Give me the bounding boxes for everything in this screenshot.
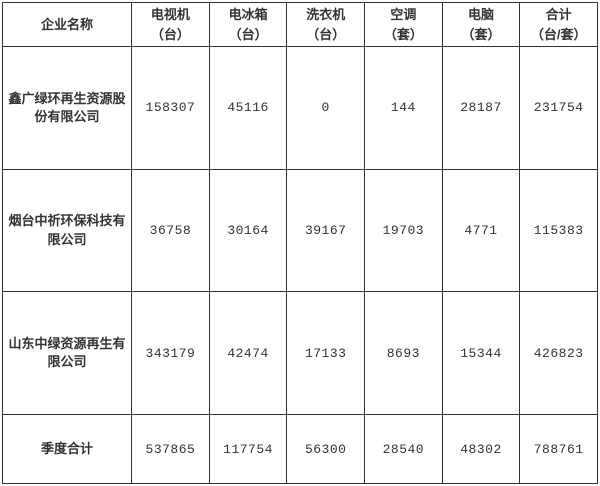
column-header-ac: 空调 （套） (365, 3, 443, 47)
tv-value-1: 158307 (132, 47, 210, 170)
tv-value-2: 36758 (132, 169, 210, 292)
column-header-washer: 洗衣机 （台） (287, 3, 365, 47)
data-table-container: 企业名称 电视机 （台） 电冰箱 （台） 洗衣机 （台） 空调 （套） (0, 0, 600, 486)
tv-value-summary: 537865 (132, 415, 210, 484)
total-value-summary: 788761 (520, 415, 598, 484)
total-value-2: 115383 (520, 169, 598, 292)
fridge-value-2: 30164 (209, 169, 287, 292)
column-header-tv: 电视机 （台） (132, 3, 210, 47)
table-row-company-3: 山东中绿资源再生有限公司 343179 42474 17133 8693 153… (3, 292, 598, 415)
company-name-cell-2: 烟台中祈环保科技有限公司 (3, 169, 132, 292)
column-header-total: 合计 （台/套） (520, 3, 598, 47)
column-header-fridge: 电冰箱 （台） (209, 3, 287, 47)
company-name-cell-1: 鑫广绿环再生资源股份有限公司 (3, 47, 132, 170)
washer-value-summary: 56300 (287, 415, 365, 484)
table-header-row: 企业名称 电视机 （台） 电冰箱 （台） 洗衣机 （台） 空调 （套） (3, 3, 598, 47)
tv-value-3: 343179 (132, 292, 210, 415)
computer-value-3: 15344 (442, 292, 520, 415)
computer-value-2: 4771 (442, 169, 520, 292)
ac-value-1: 144 (365, 47, 443, 170)
company-appliance-table: 企业名称 电视机 （台） 电冰箱 （台） 洗衣机 （台） 空调 （套） (2, 2, 598, 484)
fridge-value-summary: 117754 (209, 415, 287, 484)
washer-value-2: 39167 (287, 169, 365, 292)
table-row-summary: 季度合计 537865 117754 56300 28540 48302 788… (3, 415, 598, 484)
ac-value-summary: 28540 (365, 415, 443, 484)
computer-value-summary: 48302 (442, 415, 520, 484)
fridge-value-3: 42474 (209, 292, 287, 415)
washer-value-1: 0 (287, 47, 365, 170)
company-name-cell-3: 山东中绿资源再生有限公司 (3, 292, 132, 415)
table-row-company-1: 鑫广绿环再生资源股份有限公司 158307 45116 0 144 28187 … (3, 47, 598, 170)
summary-label-cell: 季度合计 (3, 415, 132, 484)
column-header-name: 企业名称 (3, 3, 132, 47)
column-header-computer: 电脑 （套） (442, 3, 520, 47)
ac-value-3: 8693 (365, 292, 443, 415)
table-row-company-2: 烟台中祈环保科技有限公司 36758 30164 39167 19703 477… (3, 169, 598, 292)
ac-value-2: 19703 (365, 169, 443, 292)
washer-value-3: 17133 (287, 292, 365, 415)
computer-value-1: 28187 (442, 47, 520, 170)
total-value-3: 426823 (520, 292, 598, 415)
total-value-1: 231754 (520, 47, 598, 170)
fridge-value-1: 45116 (209, 47, 287, 170)
